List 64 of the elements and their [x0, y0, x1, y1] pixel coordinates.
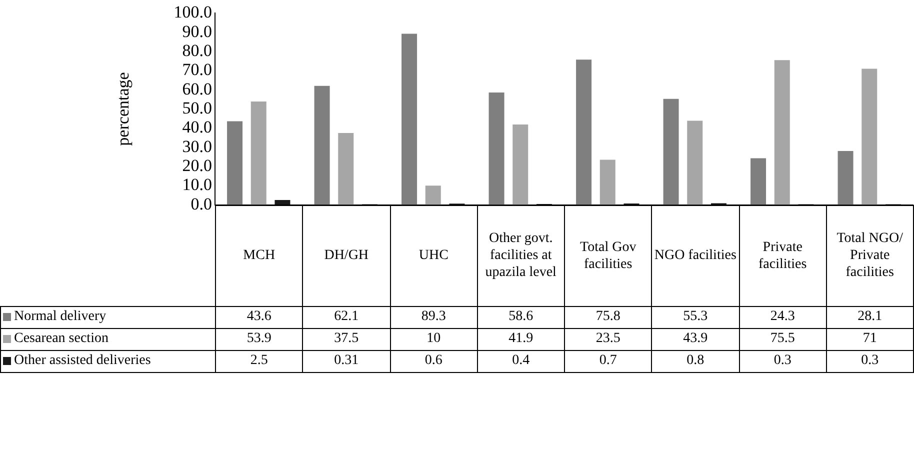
data-label: 55.3	[652, 306, 739, 328]
y-tick-label: 30.0	[182, 136, 212, 156]
bar	[488, 92, 504, 205]
data-label: 41.9	[477, 328, 564, 350]
data-label: 0.7	[564, 350, 652, 372]
data-label: 62.1	[302, 306, 390, 328]
data-label: 0.31	[302, 350, 390, 372]
data-label: 28.1	[826, 306, 914, 328]
bar	[663, 98, 679, 205]
bar	[687, 120, 703, 205]
bar	[512, 124, 528, 205]
bar	[750, 158, 766, 205]
data-label: 75.5	[739, 328, 826, 350]
y-tick-label: 0.0	[190, 194, 212, 214]
legend-label: Normal delivery	[0, 306, 216, 328]
data-label: 23.5	[564, 328, 652, 350]
y-tick-label: 60.0	[182, 79, 212, 98]
bar	[314, 86, 330, 205]
x-tick-label: Private facilities	[739, 205, 826, 306]
data-label: 0.8	[652, 350, 739, 372]
bar	[274, 200, 290, 205]
y-tick-label: 10.0	[182, 175, 212, 194]
data-label: 43.6	[216, 306, 303, 328]
bar	[862, 68, 878, 205]
data-label: 10	[390, 328, 478, 350]
data-label: 0.3	[826, 350, 914, 372]
y-axis-title: percentage	[114, 72, 133, 146]
data-label: 0.4	[477, 350, 564, 372]
bar	[838, 150, 854, 205]
data-label: 0.3	[739, 350, 826, 372]
bar	[774, 60, 790, 205]
data-label: 2.5	[216, 350, 303, 372]
bar	[402, 34, 418, 205]
data-label: 75.8	[564, 306, 652, 328]
bar	[227, 121, 243, 205]
data-label: 89.3	[390, 306, 478, 328]
data-label: 58.6	[477, 306, 564, 328]
y-tick-label: 20.0	[182, 156, 212, 175]
x-tick-label: MCH	[216, 205, 303, 306]
y-tick-label: 80.0	[182, 40, 212, 60]
y-tick-label: 90.0	[182, 22, 212, 41]
data-label: 0.6	[390, 350, 478, 372]
bar	[425, 186, 441, 205]
x-tick-label: DH/GH	[302, 205, 390, 306]
bar	[338, 132, 354, 205]
x-tick-label: Total Gov facilities	[564, 205, 652, 306]
bar	[576, 60, 592, 205]
data-label: 53.9	[216, 328, 303, 350]
x-tick-label: Other govt. facilities at upazila level	[477, 205, 564, 306]
legend-label: Cesarean section	[0, 328, 216, 350]
y-tick-label: 100.0	[174, 2, 212, 22]
x-tick-label: NGO facilities	[652, 205, 739, 306]
legend-label: Other assisted deliveries	[0, 350, 216, 372]
data-label: 37.5	[302, 328, 390, 350]
y-tick-label: 50.0	[182, 98, 212, 118]
x-tick-label: UHC	[390, 205, 478, 306]
y-tick-label: 70.0	[182, 60, 212, 80]
bar	[600, 160, 616, 205]
data-label: 71	[826, 328, 914, 350]
data-label: 24.3	[739, 306, 826, 328]
x-tick-label: Total NGO/ Private facilities	[826, 205, 914, 306]
data-label: 43.9	[652, 328, 739, 350]
y-tick-label: 40.0	[182, 118, 212, 137]
bar	[250, 102, 266, 205]
